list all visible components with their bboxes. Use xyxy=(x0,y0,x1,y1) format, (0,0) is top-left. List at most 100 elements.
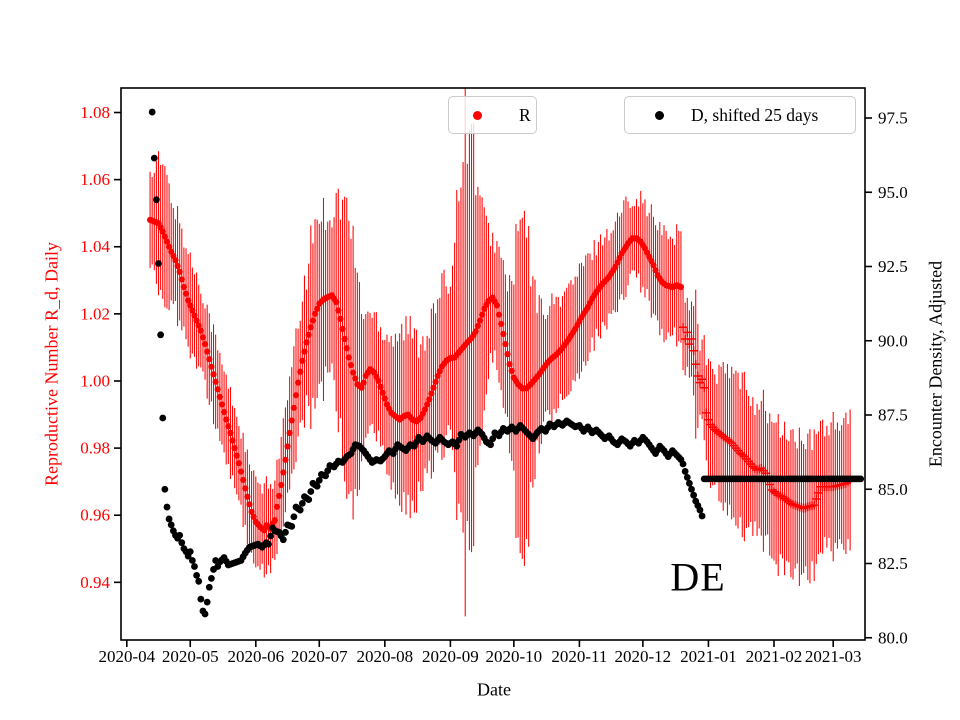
d-data-point xyxy=(267,532,275,540)
d-data-point xyxy=(489,435,497,443)
right-tick-label: 87.5 xyxy=(878,406,908,425)
left-tick-label: 1.06 xyxy=(80,170,110,189)
r-data-point xyxy=(297,368,304,375)
r-data-point xyxy=(432,378,439,385)
r-data-point xyxy=(295,379,302,386)
r-data-point xyxy=(223,416,230,423)
legend-d[interactable]: D, shifted 25 days xyxy=(624,96,856,134)
r-data-point xyxy=(199,334,207,341)
d-data-point xyxy=(288,522,296,530)
r-data-point xyxy=(311,310,319,317)
plot-background xyxy=(121,88,865,640)
left-tick-label: 0.96 xyxy=(80,506,110,525)
r-data-point xyxy=(242,485,249,492)
r-plus-point xyxy=(786,499,796,508)
legend-r-marker-icon xyxy=(473,110,482,120)
r-data-point xyxy=(314,305,321,312)
r-data-point xyxy=(650,262,657,269)
right-tick-label: 95.0 xyxy=(878,183,908,202)
r-plus-point xyxy=(737,450,747,460)
legend-r-label: R xyxy=(519,104,531,125)
r-data-point xyxy=(225,423,232,430)
r-plus-point xyxy=(788,499,798,509)
r-plus-point xyxy=(790,500,800,510)
r-data-point xyxy=(208,363,215,370)
plot-frame xyxy=(120,87,866,641)
r-data-point xyxy=(381,395,388,402)
d-data-point xyxy=(167,521,175,529)
r-data-point xyxy=(345,354,352,361)
r-data-point xyxy=(430,384,437,391)
d-data-point xyxy=(148,108,156,116)
d-data-point xyxy=(685,479,693,487)
d-data-point xyxy=(453,442,461,450)
r-data-point xyxy=(436,368,443,375)
r-data-point xyxy=(333,299,340,306)
x-tick-label: 2021-03 xyxy=(805,647,862,666)
x-tick-label: 2020-05 xyxy=(162,647,219,666)
d-data-point xyxy=(195,577,203,585)
r-data-point xyxy=(495,311,503,318)
d-data-point xyxy=(150,154,158,162)
r-series xyxy=(146,216,685,534)
r-plus-point xyxy=(754,464,764,474)
x-tick-label: 2020-12 xyxy=(615,647,672,666)
r-data-point xyxy=(305,331,312,338)
d-data-point xyxy=(157,331,165,339)
r-data-point xyxy=(288,417,295,424)
d-data-point xyxy=(186,548,194,556)
x-tick-label: 2020-06 xyxy=(227,647,284,666)
r-data-point xyxy=(216,393,223,401)
r-data-point xyxy=(248,508,255,515)
r-plus-point xyxy=(699,383,709,393)
r-data-point xyxy=(350,369,357,376)
r-data-point xyxy=(280,469,287,476)
r-data-point xyxy=(159,228,166,235)
r-data-point xyxy=(193,317,200,324)
d-data-point xyxy=(191,563,198,570)
r-data-point xyxy=(227,429,234,437)
left-tick-label: 0.98 xyxy=(80,439,110,458)
r-data-point xyxy=(421,406,429,413)
x-tick-label: 2020-10 xyxy=(486,647,543,666)
r-data-point xyxy=(180,283,188,291)
r-data-point xyxy=(299,357,306,364)
r-plus-point xyxy=(704,415,713,424)
r-plus-point xyxy=(697,374,707,384)
d-data-point xyxy=(279,536,287,544)
r-data-point xyxy=(220,408,228,416)
r-data-point xyxy=(290,404,297,411)
country-annotation: DE xyxy=(670,554,726,600)
r-data-point xyxy=(506,361,513,368)
legend-r[interactable]: R xyxy=(448,96,537,134)
r-data-point xyxy=(195,322,202,329)
r-data-point xyxy=(240,476,247,484)
d-data-point xyxy=(193,571,200,579)
r-data-point xyxy=(185,297,192,304)
r-data-point xyxy=(502,340,509,348)
right-tick-label: 82.5 xyxy=(878,554,908,573)
right-tick-label: 85.0 xyxy=(878,480,908,499)
r-plus-point xyxy=(689,346,699,356)
r-data-point xyxy=(286,429,293,437)
d-data-point xyxy=(296,506,304,514)
r-data-point xyxy=(493,302,501,309)
r-data-point xyxy=(335,307,342,314)
r-plus-point xyxy=(701,408,711,418)
r-data-point xyxy=(476,317,484,324)
d-data-point xyxy=(163,503,171,511)
legend-d-label: D, shifted 25 days xyxy=(691,104,819,125)
r-data-point xyxy=(206,356,213,363)
r-plus-point xyxy=(809,500,819,510)
legend-d-marker-icon xyxy=(655,110,664,120)
r-data-point xyxy=(161,233,168,240)
r-plus-point xyxy=(682,327,692,337)
d-data-point xyxy=(176,531,184,539)
r-data-point xyxy=(273,503,281,510)
d-data-point xyxy=(155,260,162,267)
r-data-point xyxy=(426,396,433,403)
r-data-point xyxy=(231,445,238,452)
r-data-point xyxy=(282,456,289,463)
